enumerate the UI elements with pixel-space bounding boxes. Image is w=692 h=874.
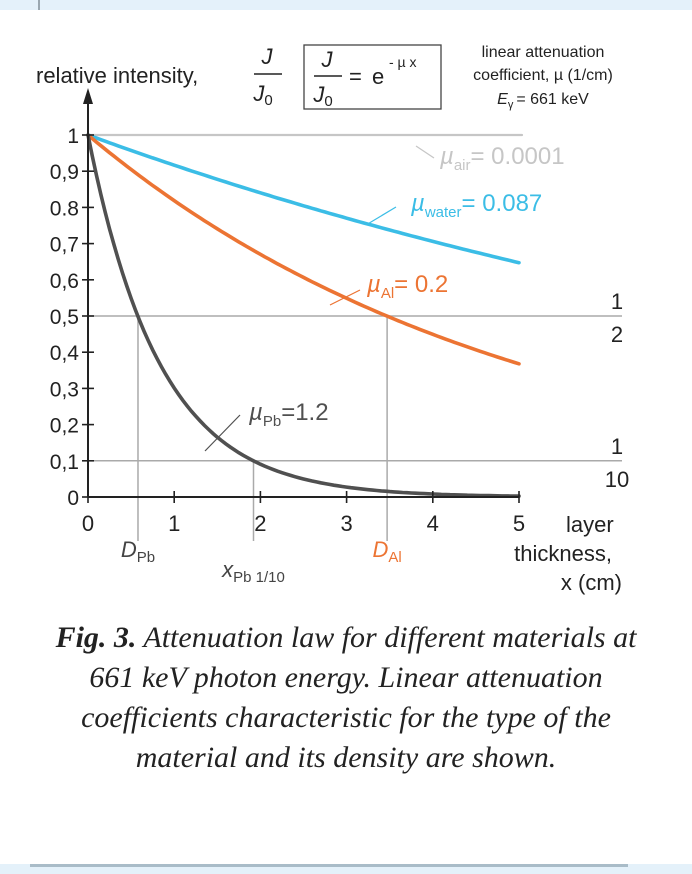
formula-exponent: - µ x (389, 54, 417, 70)
top-band-tick (38, 0, 40, 10)
fraction-denominator-sub: 0 (264, 92, 272, 109)
y-axis-title: relative intensity, (36, 63, 198, 88)
axes (83, 88, 519, 498)
y-tick-label: 0.8 (50, 197, 79, 220)
label-leader-air (415, 145, 435, 159)
formula-base: e (372, 64, 384, 89)
y-tick-label: 0 (67, 487, 79, 510)
fraction-mark-den-0: 2 (611, 322, 623, 347)
formula-denominator: J (312, 82, 325, 107)
label-leader-al (329, 289, 361, 306)
top-band (0, 0, 692, 10)
bottom-band-line (30, 864, 628, 867)
fraction-mark-den-1: 10 (605, 467, 629, 492)
curve-water (86, 133, 521, 265)
gridlines (88, 315, 622, 541)
series-label-al: µAl= 0.2 (366, 271, 448, 302)
fraction-mark-num-0: 1 (611, 289, 623, 314)
label-leader-water (365, 206, 397, 226)
x-label-line-3: x (cm) (561, 570, 622, 595)
info-energy-symbol: E (497, 91, 508, 108)
x-label-line-2: thickness, (514, 541, 612, 566)
x-label-line-1: layer (566, 512, 614, 537)
svg-text:J0: J0 (252, 81, 272, 109)
formula-box: J J0 = e - µ x (303, 44, 442, 110)
label-leader-pb (204, 414, 241, 452)
x-tick-label: 1 (168, 511, 180, 536)
series-label-air: µair= 0.0001 (439, 143, 565, 174)
curves (86, 133, 524, 498)
y-tick-label: 0,3 (50, 378, 79, 401)
series-labels: µair= 0.0001 µwater= 0.087 µAl= 0.2 µPb=1.2 (204, 143, 565, 452)
y-tick-label: 0,5 (50, 306, 79, 329)
y-tick-label: 0,4 (50, 342, 80, 365)
formula-denominator-sub: 0 (324, 93, 332, 110)
fraction-numerator: J (261, 44, 274, 69)
x-tick-label: 0 (82, 511, 94, 536)
y-tick-label: 0,9 (50, 161, 79, 184)
y-axis-arrow (83, 88, 93, 104)
y-tick-label: 1 (67, 125, 79, 148)
curve-al (86, 133, 521, 366)
x-tick-label: 4 (427, 511, 439, 536)
thickness-markers: DPb xPb 1/10 DAl (121, 537, 402, 586)
info-energy-value: = 661 keV (516, 91, 589, 108)
svg-text:J0: J0 (312, 82, 332, 110)
y-tick-label: 0,2 (50, 415, 79, 438)
y-tick-label: 0,7 (50, 234, 79, 257)
x-tick-label: 2 (254, 511, 266, 536)
info-energy-sub: γ (508, 99, 514, 111)
y-ticks: 0 0,1 0,2 0,3 0,4 0,5 0,6 0,7 0.8 0,9 1 (50, 125, 94, 510)
series-label-pb: µPb=1.2 (248, 399, 329, 430)
formula-equals: = (349, 64, 362, 89)
y-axis-fraction: J J0 (252, 44, 282, 109)
figure-caption: Fig. 3. Attenuation law for different ma… (40, 618, 652, 778)
fraction-marks: 1 2 1 10 (605, 289, 629, 492)
curve-pb (86, 133, 521, 498)
series-label-water: µwater= 0.087 (410, 190, 542, 221)
fraction-denominator: J (252, 81, 265, 106)
fraction-mark-num-1: 1 (611, 434, 623, 459)
svg-text:Eγ= 661 keV: Eγ = 661 keV (497, 91, 589, 111)
y-tick-label: 0,6 (50, 270, 79, 293)
attenuation-chart: relative intensity, J J0 J J0 = e - µ x … (36, 44, 629, 595)
formula-numerator: J (321, 47, 334, 72)
x-tick-label: 5 (513, 511, 525, 536)
caption-lead: Fig. 3. (55, 621, 137, 654)
info-box: linear attenuation coefficient, µ (1/cm)… (473, 44, 613, 111)
x-axis-label: layer thickness, x (cm) (514, 512, 622, 595)
x-tick-label: 3 (340, 511, 352, 536)
info-line-2: coefficient, µ (1/cm) (473, 67, 613, 84)
marker-label-d_al: DAl (372, 537, 401, 566)
y-tick-label: 0,1 (50, 451, 79, 474)
bottom-band (0, 864, 692, 874)
x-ticks: 0 1 2 3 4 5 (82, 491, 525, 536)
marker-label-x_pb: xPb 1/10 (221, 557, 285, 586)
info-line-1: linear attenuation (482, 44, 605, 61)
marker-label-d_pb: DPb (121, 537, 155, 566)
caption-text: Attenuation law for different materials … (81, 621, 637, 774)
